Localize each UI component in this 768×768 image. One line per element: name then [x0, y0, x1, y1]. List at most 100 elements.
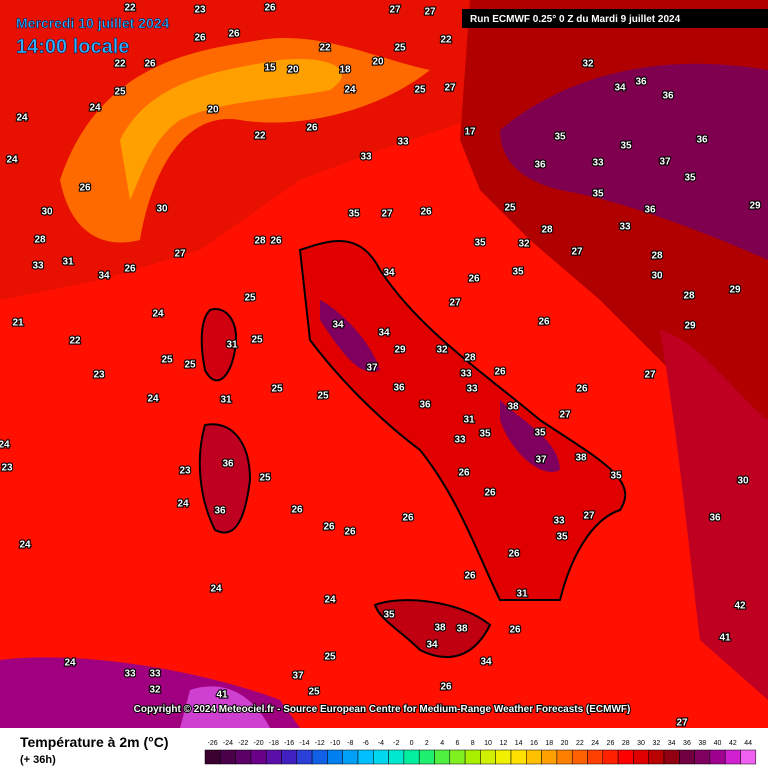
temperature-label: 26 [194, 33, 206, 44]
temperature-label: 34 [332, 320, 344, 331]
temperature-label: 27 [424, 7, 436, 18]
temperature-label: 22 [440, 35, 452, 46]
temperature-label: 24 [6, 155, 18, 166]
temperature-label: 26 [344, 527, 356, 538]
temperature-label: 35 [556, 532, 568, 543]
scale-swatch [388, 749, 405, 765]
scale-tick-label: 38 [698, 740, 706, 747]
scale-swatch [449, 749, 466, 765]
temperature-label: 36 [222, 459, 234, 470]
temperature-label: 26 [144, 59, 156, 70]
temperature-label: 25 [504, 203, 516, 214]
scale-tick-label: 32 [652, 740, 660, 747]
scale-swatch [694, 749, 711, 765]
temperature-label: 38 [507, 402, 519, 413]
temperature-label: 22 [69, 336, 81, 347]
scale-swatch [296, 749, 313, 765]
temperature-label: 31 [463, 415, 475, 426]
temperature-label: 23 [1, 463, 13, 474]
scale-tick-label: 4 [440, 740, 444, 747]
temperature-label: 37 [535, 455, 547, 466]
temperature-label: 26 [402, 513, 414, 524]
temperature-label: 27 [389, 5, 401, 16]
temperature-label: 15 [264, 63, 276, 74]
temperature-label: 33 [460, 369, 472, 380]
scale-swatch [480, 749, 496, 765]
temperature-label: 27 [444, 83, 456, 94]
temperature-label: 29 [729, 285, 741, 296]
temperature-label: 35 [479, 429, 491, 440]
temperature-label: 25 [244, 293, 256, 304]
date-label: Mercredi 10 juillet 2024 [16, 15, 170, 31]
temperature-label: 35 [620, 141, 632, 152]
temperature-label: 33 [553, 516, 565, 527]
temperature-label: 35 [684, 173, 696, 184]
scale-swatch [510, 749, 527, 765]
scale-tick-label: -18 [269, 740, 279, 747]
temperature-label: 22 [124, 3, 136, 14]
temperature-label: 36 [393, 383, 405, 394]
scale-tick-label: -16 [284, 740, 294, 747]
temperature-label: 27 [676, 718, 688, 729]
temperature-label: 17 [464, 127, 476, 138]
temperature-label: 36 [709, 513, 721, 524]
temperature-label: 30 [737, 476, 749, 487]
temperature-label: 26 [538, 317, 550, 328]
temperature-label: 25 [259, 473, 271, 484]
scale-swatch [373, 749, 389, 765]
temperature-label: 25 [271, 384, 283, 395]
scale-swatch [724, 749, 741, 765]
temperature-label: 21 [12, 318, 24, 329]
temperature-labels: 22 23 26 27 27 26 26 22 25 22 22 26 15 20 18 20 25 24 25 27… [0, 2, 762, 730]
temperature-label: 28 [651, 251, 663, 262]
temperature-label: 33 [454, 435, 466, 446]
temperature-label: 31 [220, 395, 232, 406]
scale-swatch [281, 749, 298, 765]
scale-tick-label: 36 [683, 740, 691, 747]
legend-subtitle: (+ 36h) [20, 754, 56, 766]
time-label: 14:00 locale [16, 36, 129, 58]
temperature-label: 27 [644, 370, 656, 381]
temperature-label: 26 [464, 571, 476, 582]
temperature-label: 41 [216, 690, 228, 701]
temperature-label: 38 [575, 453, 587, 464]
temperature-label: 29 [394, 345, 406, 356]
scale-swatch [434, 749, 451, 765]
temperature-label: 31 [226, 340, 238, 351]
temperature-label: 30 [651, 271, 663, 282]
temperature-label: 24 [147, 394, 159, 405]
temperature-label: 23 [179, 466, 191, 477]
temperature-label: 24 [152, 309, 164, 320]
temperature-label: 26 [264, 3, 276, 14]
legend-title: Température à 2m (°C) [20, 734, 169, 750]
scale-swatch [418, 749, 435, 765]
temperature-label: 22 [319, 43, 331, 54]
temperature-label: 25 [324, 652, 336, 663]
temperature-label: 35 [474, 238, 486, 249]
scale-tick-label: -12 [315, 740, 325, 747]
temperature-label: 33 [149, 669, 161, 680]
scale-tick-label: 2 [425, 740, 429, 747]
temperature-label: 25 [161, 355, 173, 366]
temperature-label: 35 [610, 471, 622, 482]
scale-swatch [495, 749, 512, 765]
scale-tick-label: 6 [455, 740, 459, 747]
temperature-label: 24 [19, 540, 31, 551]
temperature-label: 26 [270, 236, 282, 247]
temperature-label: 31 [516, 589, 528, 600]
color-scale: -26 -24 -22 -20 -18 -16 -14 -12 -10 -8 -6 -4 -2 0 2 4 6 8… [204, 740, 757, 765]
temperature-label: 35 [554, 132, 566, 143]
temperature-label: 20 [372, 57, 384, 68]
temperature-label: 33 [466, 384, 478, 395]
scale-tick-label: 44 [744, 740, 752, 747]
scale-tick-label: 0 [410, 740, 414, 747]
temperature-label: 26 [291, 505, 303, 516]
temperature-label: 37 [366, 363, 378, 374]
temperature-label: 36 [662, 91, 674, 102]
temperature-label: 33 [124, 669, 136, 680]
temperature-label: 26 [420, 207, 432, 218]
temperature-label: 36 [214, 506, 226, 517]
scale-tick-label: 10 [484, 740, 492, 747]
temperature-label: 34 [426, 640, 438, 651]
temperature-label: 18 [339, 65, 351, 76]
